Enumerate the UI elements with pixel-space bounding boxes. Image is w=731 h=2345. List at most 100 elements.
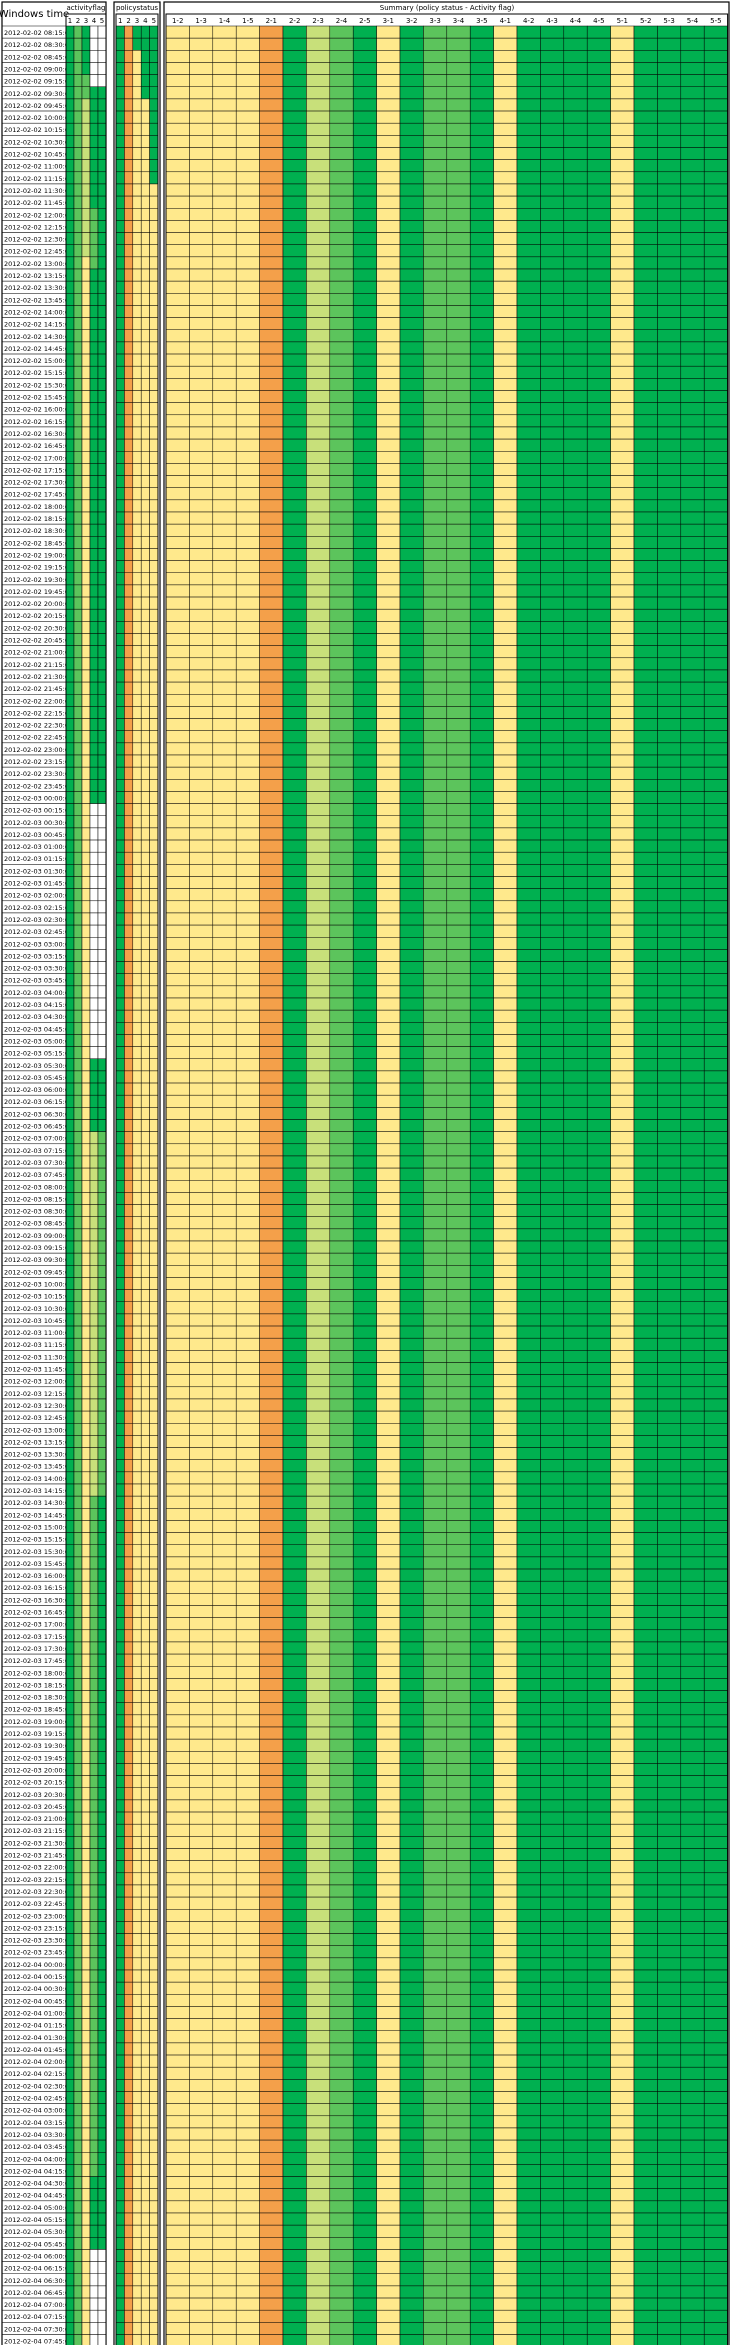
policy-cell: [149, 1228, 159, 1242]
policy-cell: [132, 195, 142, 209]
activity-cell: [73, 1240, 83, 1254]
activity-cell: [81, 985, 91, 999]
summary-cell: [212, 37, 237, 51]
policy-cell: [132, 353, 142, 367]
summary-cell: [259, 74, 284, 87]
activity-cell: [65, 985, 75, 999]
summary-cell: [352, 681, 377, 695]
policy-cell: [140, 2127, 150, 2141]
summary-cell: [212, 1629, 237, 1643]
summary-cell: [235, 900, 260, 914]
summary-cell: [469, 293, 494, 306]
policy-cell: [124, 851, 134, 865]
summary-cell: [282, 596, 307, 610]
summary-cell: [212, 1726, 237, 1740]
activity-cell: [65, 1265, 75, 1278]
summary-cell: [423, 268, 448, 282]
policy-cell: [115, 426, 125, 440]
activity-cell: [65, 766, 75, 780]
policy-cell: [115, 1228, 125, 1242]
policy-cell: [115, 2261, 125, 2275]
activity-cell: [73, 669, 83, 683]
time-label: 2012-02-02 12:45:00: [4, 248, 73, 256]
activity-cell: [65, 159, 75, 173]
policy-cell: [124, 1556, 134, 1570]
activity-cell: [97, 1556, 107, 1570]
summary-cell: [165, 2054, 190, 2068]
summary-cell: [329, 2152, 354, 2165]
policy-cell: [132, 2091, 142, 2104]
activity-cell: [89, 1678, 99, 1691]
time-label: 2012-02-03 14:00:00: [4, 1475, 73, 1483]
summary-cell: [399, 365, 424, 379]
activity-cell: [65, 621, 75, 634]
summary-cell: [329, 1848, 354, 1861]
summary-cell: [376, 1495, 401, 1509]
activity-cell: [89, 2103, 99, 2117]
summary-cell: [306, 2309, 331, 2323]
summary-cell: [212, 317, 237, 331]
policy-cell: [115, 2115, 125, 2129]
summary-cell: [376, 1945, 401, 1959]
activity-cell: [73, 912, 83, 926]
policy-cell: [115, 1180, 125, 1193]
summary-cell: [423, 1094, 448, 1108]
summary-cell: [423, 742, 448, 756]
activity-cell: [73, 341, 83, 355]
policy-cell: [140, 2006, 150, 2019]
summary-cell: [235, 1289, 260, 1302]
policy-cell: [124, 2091, 134, 2104]
summary-cell: [469, 2018, 494, 2031]
summary-cell: [189, 329, 214, 343]
activity-cell: [81, 1508, 91, 1521]
summary-cell: [189, 280, 214, 294]
policy-cell: [149, 912, 159, 926]
policy-cell: [115, 1896, 125, 1910]
summary-cell: [259, 560, 284, 573]
policy-cell: [124, 900, 134, 914]
summary-cell: [376, 2018, 401, 2031]
policy-cell: [140, 2079, 150, 2092]
summary-cell: [212, 596, 237, 610]
time-label: 2012-02-04 01:30:00: [4, 2034, 73, 2042]
summary-cell: [282, 523, 307, 537]
summary-cell: [446, 681, 471, 695]
summary-cell: [259, 706, 284, 719]
summary-cell: [165, 888, 190, 902]
summary-cell: [282, 1155, 307, 1169]
activity-cell: [65, 1969, 75, 1983]
summary-cell: [446, 718, 471, 731]
activity-cell: [97, 706, 107, 719]
policy-cell: [132, 2030, 142, 2044]
summary-cell: [165, 876, 190, 889]
policy-cell: [140, 657, 150, 671]
summary-cell: [376, 815, 401, 829]
policy-cell: [140, 1471, 150, 1485]
summary-cell: [329, 1945, 354, 1959]
activity-cell: [73, 37, 83, 51]
activity-cell: [73, 596, 83, 610]
time-label: 2012-02-02 12:30:00: [4, 236, 73, 244]
activity-cell: [81, 645, 91, 659]
summary-cell: [259, 1119, 284, 1132]
activity-cell: [89, 2261, 99, 2275]
policy-cell: [132, 1641, 142, 1655]
activity-cell: [89, 1325, 99, 1339]
summary-cell: [165, 1823, 190, 1837]
summary-cell: [423, 730, 448, 744]
policy-cell: [132, 98, 142, 112]
activity-cell: [65, 2237, 75, 2250]
summary-cell: [306, 766, 331, 780]
activity-cell: [97, 1398, 107, 1412]
policy-cell: [140, 2054, 150, 2068]
policy-cell: [149, 1022, 159, 1035]
summary-cell: [352, 1763, 377, 1776]
policy-cell: [132, 1666, 142, 1679]
summary-cell: [282, 1751, 307, 1764]
summary-cell: [376, 1799, 401, 1813]
policy-cell: [149, 426, 159, 440]
summary-cell: [423, 1143, 448, 1157]
summary-cell: [352, 706, 377, 719]
activity-cell: [73, 1337, 83, 1351]
summary-cell: [399, 645, 424, 659]
